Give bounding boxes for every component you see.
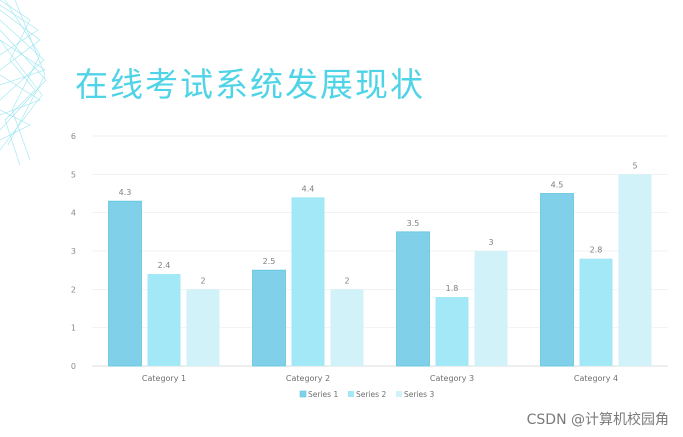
legend-swatch: [348, 391, 354, 397]
bar: [540, 193, 574, 367]
page-title: 在线考试系统发展现状: [75, 65, 425, 104]
y-tick-label: 3: [71, 247, 76, 256]
bar: [435, 297, 469, 366]
data-label: 3.5: [407, 219, 420, 228]
y-tick-label: 1: [71, 324, 76, 333]
bar: [396, 231, 430, 367]
y-tick-label: 2: [71, 285, 76, 294]
data-label: 3: [488, 238, 493, 247]
x-category-label: Category 4: [574, 374, 618, 383]
data-label: 2.4: [158, 261, 171, 270]
data-label: 2: [344, 276, 349, 285]
y-tick-label: 6: [71, 132, 76, 141]
x-category-label: Category 3: [430, 374, 474, 383]
bar: [291, 197, 325, 366]
bar: [579, 258, 613, 366]
data-label: 2.5: [263, 257, 276, 266]
legend-swatch: [396, 391, 402, 397]
data-label: 2.8: [590, 246, 603, 255]
bar: [186, 289, 220, 366]
data-label: 4.5: [551, 181, 564, 190]
data-label: 4.3: [119, 188, 132, 197]
watermark: CSDN @计算机校园角: [526, 412, 669, 428]
x-category-label: Category 1: [142, 374, 186, 383]
legend-label: Series 3: [404, 390, 434, 399]
data-label: 2: [200, 276, 205, 285]
legend-label: Series 2: [356, 390, 386, 399]
data-label: 4.4: [302, 184, 315, 193]
data-label: 5: [632, 161, 637, 170]
bar: [147, 274, 181, 366]
bar: [108, 200, 142, 367]
bar: [474, 251, 508, 366]
bar: [252, 269, 286, 367]
legend-label: Series 1: [308, 390, 338, 399]
data-label: 1.8: [446, 284, 459, 293]
x-category-label: Category 2: [286, 374, 330, 383]
y-tick-label: 0: [71, 362, 76, 371]
legend-swatch: [299, 390, 307, 398]
y-tick-label: 4: [71, 209, 76, 218]
decorative-mesh-graphic: [0, 0, 47, 166]
y-tick-label: 5: [71, 170, 76, 179]
bar: [330, 289, 364, 366]
bar: [618, 174, 652, 366]
